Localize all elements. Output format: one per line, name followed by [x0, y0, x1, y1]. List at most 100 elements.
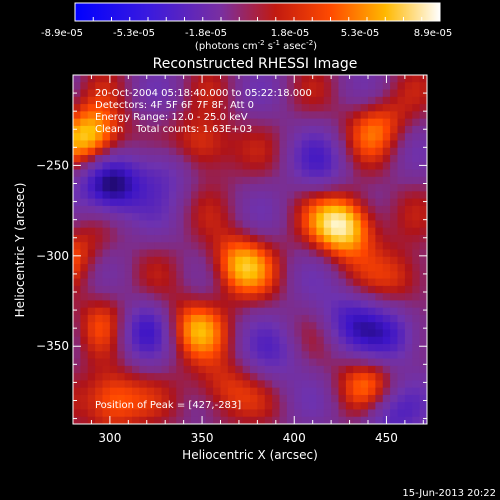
heatmap-cell: [360, 154, 369, 163]
heatmap-cell: [294, 351, 303, 360]
heatmap-cell: [390, 278, 399, 287]
heatmap-cell: [242, 154, 251, 163]
heatmap-cell: [139, 314, 148, 323]
heatmap-cell: [419, 271, 427, 280]
heatmap-cell: [213, 198, 222, 207]
heatmap-cell: [353, 322, 362, 331]
heatmap-cell: [353, 307, 362, 316]
heatmap-cell: [353, 111, 362, 120]
heatmap-cell: [102, 111, 111, 120]
heatmap-cell: [279, 104, 288, 112]
heatmap-cell: [213, 278, 222, 287]
heatmap-cell: [412, 373, 421, 381]
heatmap-cell: [124, 307, 133, 316]
heatmap-cell: [87, 205, 96, 214]
heatmap-cell: [345, 176, 354, 185]
heatmap-cell: [95, 133, 104, 142]
heatmap-cell: [168, 242, 177, 251]
heatmap-cell: [191, 285, 199, 294]
heatmap-cell: [286, 104, 295, 112]
heatmap-cell: [250, 220, 258, 229]
heatmap-cell: [250, 234, 258, 243]
heatmap-cell: [80, 220, 89, 229]
heatmap-cell: [191, 118, 199, 127]
heatmap-cell: [205, 198, 214, 207]
heatmap-cell: [205, 191, 214, 200]
heatmap-cell: [242, 358, 251, 367]
heatmap-cell: [301, 75, 310, 83]
heatmap-cell: [353, 351, 362, 360]
heatmap-cell: [139, 271, 148, 280]
heatmap-cell: [117, 264, 126, 272]
heatmap-cell: [198, 220, 207, 229]
heatmap-cell: [132, 147, 140, 156]
heatmap-cell: [146, 242, 155, 251]
heatmap-cell: [331, 329, 340, 338]
heatmap-cell: [279, 249, 288, 258]
heatmap-cell: [316, 89, 325, 98]
heatmap-cell: [368, 307, 376, 316]
heatmap-cell: [95, 198, 104, 207]
heatmap-cell: [345, 365, 354, 374]
heatmap-cell: [382, 154, 391, 163]
heatmap-cell: [168, 133, 177, 142]
heatmap-cell: [353, 104, 362, 112]
heatmap-cell: [331, 387, 340, 396]
heatmap-cell: [205, 140, 214, 149]
heatmap-cell: [242, 118, 251, 127]
heatmap-cell: [117, 227, 126, 236]
heatmap-cell: [286, 205, 295, 214]
heatmap-cell: [235, 409, 244, 418]
heatmap-cell: [419, 176, 427, 185]
heatmap-cell: [272, 104, 281, 112]
heatmap-cell: [382, 184, 391, 192]
heatmap-cell: [375, 329, 384, 338]
heatmap-cell: [73, 336, 81, 345]
heatmap-cell: [294, 162, 303, 171]
heatmap-cell: [161, 271, 170, 280]
heatmap-cell: [382, 387, 391, 396]
heatmap-cell: [345, 256, 354, 265]
heatmap-cell: [286, 380, 295, 389]
heatmap-cell: [250, 176, 258, 185]
heatmap-cell: [235, 271, 244, 280]
heatmap-cell: [382, 373, 391, 381]
heatmap-cell: [250, 249, 258, 258]
heatmap-cell: [198, 234, 207, 243]
heatmap-cell: [139, 329, 148, 338]
heatmap-cell: [360, 402, 369, 411]
heatmap-cell: [154, 344, 163, 352]
heatmap-cell: [191, 300, 199, 309]
heatmap-cell: [220, 351, 229, 360]
heatmap-cell: [80, 271, 89, 280]
heatmap-cell: [397, 89, 406, 98]
heatmap-cell: [80, 89, 89, 98]
heatmap-cell: [316, 293, 325, 301]
heatmap-cell: [109, 329, 118, 338]
heatmap-cell: [198, 213, 207, 222]
heatmap-cell: [316, 75, 325, 83]
heatmap-cell: [161, 314, 170, 323]
heatmap-cell: [264, 176, 273, 185]
heatmap-cell: [242, 336, 251, 345]
heatmap-cell: [412, 416, 421, 424]
heatmap-cell: [331, 322, 340, 331]
heatmap-cell: [183, 394, 192, 403]
heatmap-cell: [87, 402, 96, 411]
heatmap-cell: [87, 365, 96, 374]
heatmap-cell: [235, 293, 244, 301]
heatmap-cell: [227, 118, 236, 127]
heatmap-cell: [331, 140, 340, 149]
heatmap-cell: [323, 176, 332, 185]
heatmap-cell: [419, 118, 427, 127]
heatmap-cell: [102, 169, 111, 178]
heatmap-cell: [382, 249, 391, 258]
heatmap-cell: [294, 373, 303, 381]
heatmap-cell: [338, 140, 347, 149]
heatmap-cell: [279, 365, 288, 374]
heatmap-cell: [404, 336, 413, 345]
heatmap-cell: [404, 111, 413, 120]
heatmap-cell: [331, 373, 340, 381]
heatmap-cell: [235, 329, 244, 338]
heatmap-cell: [279, 133, 288, 142]
